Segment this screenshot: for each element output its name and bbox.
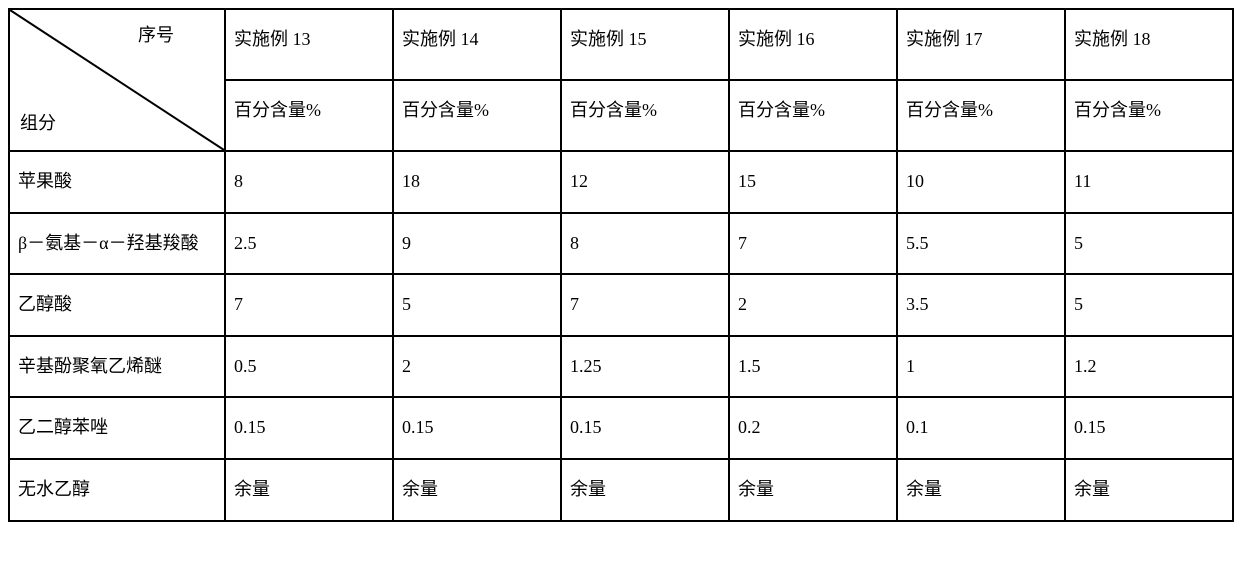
cell-value: 7 — [561, 274, 729, 336]
example-header: 实施例 14 — [393, 9, 561, 80]
cell-value: 0.2 — [729, 397, 897, 459]
cell-value: 余量 — [393, 459, 561, 521]
cell-value: 7 — [225, 274, 393, 336]
cell-value: 1 — [897, 336, 1065, 398]
table-row: 无水乙醇 余量 余量 余量 余量 余量 余量 — [9, 459, 1233, 521]
cell-value: 12 — [561, 151, 729, 213]
percent-header: 百分含量% — [561, 80, 729, 151]
percent-header: 百分含量% — [729, 80, 897, 151]
row-label: 无水乙醇 — [9, 459, 225, 521]
cell-value: 7 — [729, 213, 897, 275]
percent-header: 百分含量% — [225, 80, 393, 151]
cell-value: 5 — [1065, 213, 1233, 275]
cell-value: 8 — [225, 151, 393, 213]
cell-value: 0.5 — [225, 336, 393, 398]
diag-header-bottom: 组分 — [20, 104, 56, 144]
table-body: 序号 组分 实施例 13 实施例 14 实施例 15 实施例 16 实施例 17… — [9, 9, 1233, 521]
cell-value: 余量 — [897, 459, 1065, 521]
cell-value: 5 — [393, 274, 561, 336]
cell-value: 余量 — [1065, 459, 1233, 521]
cell-value: 10 — [897, 151, 1065, 213]
example-header: 实施例 17 — [897, 9, 1065, 80]
cell-value: 1.25 — [561, 336, 729, 398]
row-label: 苹果酸 — [9, 151, 225, 213]
cell-value: 0.15 — [561, 397, 729, 459]
example-header: 实施例 13 — [225, 9, 393, 80]
diag-header-top: 序号 — [138, 16, 174, 56]
table-row: β－氨基－α－羟基羧酸 2.5 9 8 7 5.5 5 — [9, 213, 1233, 275]
cell-value: 8 — [561, 213, 729, 275]
cell-value: 15 — [729, 151, 897, 213]
cell-value: 0.15 — [393, 397, 561, 459]
header-row-1: 序号 组分 实施例 13 实施例 14 实施例 15 实施例 16 实施例 17… — [9, 9, 1233, 80]
table-row: 苹果酸 8 18 12 15 10 11 — [9, 151, 1233, 213]
example-header: 实施例 18 — [1065, 9, 1233, 80]
cell-value: 2 — [729, 274, 897, 336]
cell-value: 0.15 — [225, 397, 393, 459]
cell-value: 3.5 — [897, 274, 1065, 336]
cell-value: 余量 — [561, 459, 729, 521]
cell-value: 2 — [393, 336, 561, 398]
cell-value: 1.2 — [1065, 336, 1233, 398]
percent-header: 百分含量% — [897, 80, 1065, 151]
cell-value: 0.1 — [897, 397, 1065, 459]
cell-value: 18 — [393, 151, 561, 213]
row-label: 乙醇酸 — [9, 274, 225, 336]
cell-value: 5.5 — [897, 213, 1065, 275]
table-row: 辛基酚聚氧乙烯醚 0.5 2 1.25 1.5 1 1.2 — [9, 336, 1233, 398]
example-header: 实施例 16 — [729, 9, 897, 80]
cell-value: 1.5 — [729, 336, 897, 398]
cell-value: 余量 — [225, 459, 393, 521]
row-label: 乙二醇苯唑 — [9, 397, 225, 459]
row-label: β－氨基－α－羟基羧酸 — [9, 213, 225, 275]
percent-header: 百分含量% — [1065, 80, 1233, 151]
diagonal-header-cell: 序号 组分 — [9, 9, 225, 151]
table-row: 乙二醇苯唑 0.15 0.15 0.15 0.2 0.1 0.15 — [9, 397, 1233, 459]
cell-value: 2.5 — [225, 213, 393, 275]
cell-value: 5 — [1065, 274, 1233, 336]
row-label: 辛基酚聚氧乙烯醚 — [9, 336, 225, 398]
example-header: 实施例 15 — [561, 9, 729, 80]
percent-header: 百分含量% — [393, 80, 561, 151]
table-row: 乙醇酸 7 5 7 2 3.5 5 — [9, 274, 1233, 336]
composition-table: 序号 组分 实施例 13 实施例 14 实施例 15 实施例 16 实施例 17… — [8, 8, 1234, 522]
cell-value: 余量 — [729, 459, 897, 521]
cell-value: 9 — [393, 213, 561, 275]
cell-value: 0.15 — [1065, 397, 1233, 459]
cell-value: 11 — [1065, 151, 1233, 213]
